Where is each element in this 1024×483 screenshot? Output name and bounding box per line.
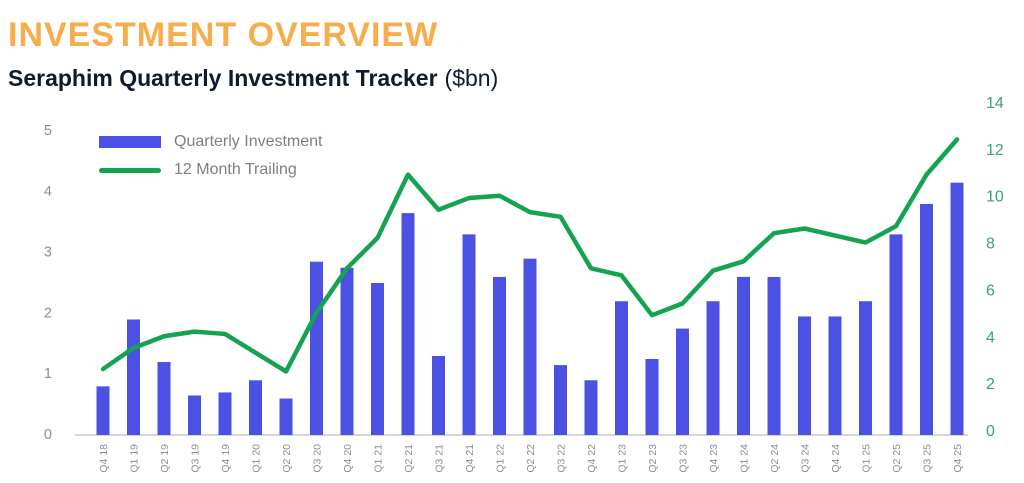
x-axis-tick-label: Q4 22 [586,444,598,473]
right-axis-tick-label: 10 [986,189,1004,206]
x-axis-tick-label: Q3 21 [434,444,446,473]
quarterly-investment-bar [462,234,476,435]
quarterly-investment-bar [889,234,903,435]
right-axis-tick-label: 0 [986,423,995,440]
x-axis-tick-label: Q4 23 [708,444,720,473]
quarterly-investment-bar [645,359,659,435]
x-axis-tick-label: Q1 21 [373,444,385,473]
right-axis-tick-label: 2 [986,376,995,393]
quarterly-investment-bar [188,395,201,435]
quarterly-investment-bar [249,380,262,435]
quarterly-investment-bar [950,182,964,435]
left-axis-tick-label: 0 [44,427,52,443]
x-axis-tick-label: Q2 19 [159,444,171,473]
x-axis-tick-label: Q4 20 [342,444,354,473]
quarterly-investment-bars [96,182,964,435]
x-axis-tick-label: Q1 22 [495,444,507,473]
quarterly-investment-bar [737,276,750,435]
quarterly-investment-bar [828,316,842,435]
quarterly-investment-bar [706,301,720,435]
trailing-line-swatch-icon [99,167,161,173]
x-axis-tick-label: Q1 20 [251,444,263,473]
quarterly-investment-swatch-icon [99,136,161,148]
right-axis-tick-label: 4 [986,329,995,346]
x-axis-tick-label: Q1 25 [861,444,873,473]
left-axis-tick-label: 5 [44,123,52,139]
left-axis-tick-label: 2 [44,305,52,321]
legend-label: 12 Month Trailing [174,161,297,178]
x-axis-tick-label: Q4 18 [98,444,110,473]
legend-item-12-month-trailing: 12 Month Trailing [99,161,323,179]
x-axis-tick-label: Q3 25 [922,444,934,473]
quarterly-investment-bar [218,392,232,435]
quarterly-investment-bar [127,319,140,435]
quarterly-investment-bar [676,328,689,435]
chart-legend: Quarterly Investment 12 Month Trailing [99,133,323,179]
chart-subtitle: Seraphim Quarterly Investment Tracker ($b… [8,64,498,92]
chart-subtitle-text: Seraphim Quarterly Investment Tracker [8,65,438,91]
right-axis-tick-label: 6 [986,282,995,299]
quarterly-investment-bar [493,276,506,435]
quarterly-investment-bar [401,213,415,435]
x-axis-tick-label: Q2 25 [891,444,903,473]
right-axis: 0 2 4 6 8 10 12 14 [986,95,1004,440]
right-axis-tick-label: 14 [986,95,1004,112]
left-axis-tick-label: 4 [44,184,52,200]
x-axis-tick-label: Q1 19 [129,444,141,473]
x-axis-tick-label: Q3 23 [678,444,690,473]
x-axis-tick-label: Q3 20 [312,444,324,473]
quarterly-investment-bar [96,386,110,435]
quarterly-investment-bar [920,203,933,435]
quarterly-investment-bar [310,261,323,435]
trailing-line [100,137,960,374]
quarterly-investment-bar [432,355,445,435]
quarterly-investment-bar [523,258,537,435]
quarterly-investment-bar [767,276,781,435]
quarterly-investment-bar [584,380,598,435]
x-axis-tick-label: Q2 24 [769,444,781,473]
x-axis-tick-label: Q3 24 [800,444,812,473]
x-axis-tick-label: Q3 22 [556,444,568,473]
x-axis-tick-label: Q2 22 [525,444,537,473]
x-axis-tick-label: Q4 19 [220,444,232,473]
right-axis-tick-label: 8 [986,236,995,253]
left-axis-tick-label: 3 [44,245,52,261]
quarterly-investment-bar [371,283,384,435]
right-axis-tick-label: 12 [986,142,1004,159]
x-axis-tick-label: Q4 25 [952,444,964,473]
x-axis-tick-label: Q4 24 [830,444,842,473]
x-axis-tick-label: Q3 19 [190,444,202,473]
legend-item-quarterly-investment: Quarterly Investment [99,133,323,151]
x-axis-tick-label: Q4 21 [464,444,476,473]
x-axis-tick-label: Q1 24 [739,444,751,473]
quarterly-investment-bar [615,301,628,435]
x-axis-tick-label: Q2 21 [403,444,415,473]
x-axis-labels: Q4 18 Q1 19 Q2 19 Q3 19 Q4 19 Q1 20 Q2 20 Q3 20… [98,444,964,473]
quarterly-investment-bar [859,301,872,435]
legend-label: Quarterly Investment [174,133,323,150]
chart-subtitle-unit: ($bn) [444,65,499,91]
quarterly-investment-bar [340,267,354,435]
quarterly-investment-bar [554,365,567,435]
x-axis-tick-label: Q2 23 [647,444,659,473]
quarterly-investment-bar [279,398,293,435]
page-title: INVESTMENT OVERVIEW [8,16,439,54]
quarterly-investment-bar [798,316,811,435]
x-axis-tick-label: Q1 23 [617,444,629,473]
x-axis-tick-label: Q2 20 [281,444,293,473]
quarterly-investment-bar [157,362,171,435]
left-axis-tick-label: 1 [44,366,52,382]
left-axis: 0 1 2 3 4 5 [44,123,52,443]
